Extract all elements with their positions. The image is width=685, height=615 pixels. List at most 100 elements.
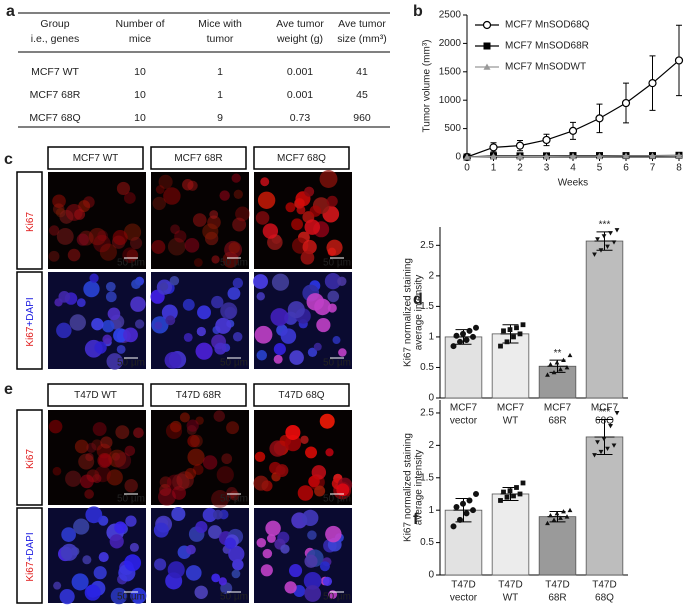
x-tick-label: 5 xyxy=(597,163,603,174)
table-cell: 960 xyxy=(353,112,371,124)
cell xyxy=(209,210,219,219)
cell xyxy=(255,211,270,225)
table-header: Mice with xyxy=(198,18,242,30)
cell xyxy=(172,473,190,491)
marker xyxy=(648,79,657,88)
marker xyxy=(466,497,473,504)
cell xyxy=(86,469,100,483)
error-bar xyxy=(500,487,521,501)
x-tick-label: 68Q xyxy=(595,593,614,604)
cell xyxy=(326,239,343,256)
bar xyxy=(585,436,624,576)
row-label-part: Ki67 xyxy=(25,326,36,346)
cell xyxy=(325,448,334,457)
marker xyxy=(490,152,497,160)
x-tick-label: MCF7 xyxy=(544,403,572,414)
marker xyxy=(473,490,480,497)
column-header-box xyxy=(253,383,350,407)
cell xyxy=(304,186,315,197)
cell xyxy=(169,275,180,286)
cell xyxy=(195,342,213,360)
y-axis-label: Tumor volume (mm³) xyxy=(422,40,433,133)
cell xyxy=(84,584,101,601)
marker xyxy=(516,152,524,160)
cell xyxy=(84,489,94,499)
scale-bar-label: 50 µm xyxy=(220,358,248,369)
cell xyxy=(302,239,317,255)
error-bar xyxy=(594,418,615,455)
y-tick-label: 1 xyxy=(428,332,434,343)
marker xyxy=(598,248,604,253)
cell xyxy=(184,238,200,253)
cell xyxy=(124,554,142,572)
cell xyxy=(322,576,333,587)
marker xyxy=(498,343,503,349)
x-tick-label: T47D xyxy=(451,580,475,591)
marker xyxy=(501,489,506,495)
marker xyxy=(598,449,604,455)
cell xyxy=(197,305,211,320)
cell xyxy=(85,452,94,462)
cell xyxy=(266,534,276,543)
cell xyxy=(305,446,318,459)
marker xyxy=(463,153,471,160)
row-label-box xyxy=(16,507,43,604)
cell xyxy=(232,217,247,232)
cell xyxy=(114,452,132,470)
cell xyxy=(287,301,305,319)
y-tick-label: 0 xyxy=(428,570,434,581)
cell xyxy=(194,585,208,599)
marker xyxy=(498,498,503,503)
x-tick-label: WT xyxy=(503,416,519,427)
cell xyxy=(193,258,203,267)
cell xyxy=(112,229,128,246)
marker xyxy=(514,485,519,490)
cell xyxy=(172,486,186,500)
cell xyxy=(58,291,71,303)
cell xyxy=(289,350,304,365)
column-header-box xyxy=(253,146,350,170)
marker xyxy=(543,152,550,160)
column-header: MCF7 68R xyxy=(174,153,222,164)
table-header: size (mm³) xyxy=(337,33,387,45)
cell xyxy=(135,319,145,329)
scale-bar-label: 50 µm xyxy=(220,494,248,505)
scale-bar-label: 50 µm xyxy=(117,592,145,603)
cell xyxy=(226,421,240,435)
marker xyxy=(483,63,491,70)
marker xyxy=(457,338,464,345)
bar xyxy=(538,516,577,576)
y-tick-label: 0 xyxy=(455,152,461,163)
cell xyxy=(71,573,89,591)
row-label-part: Ki67 xyxy=(25,561,36,581)
cell xyxy=(74,439,89,454)
cell xyxy=(124,478,138,493)
cell xyxy=(133,427,144,439)
cell xyxy=(65,203,83,221)
cell xyxy=(116,345,126,354)
x-tick-label: T47D xyxy=(545,580,569,591)
cell xyxy=(102,334,112,345)
bar xyxy=(585,240,624,399)
cell xyxy=(307,347,318,357)
cell xyxy=(131,279,141,290)
y-tick-label: 500 xyxy=(444,123,461,134)
marker xyxy=(567,507,573,513)
legend-label: MCF7 MnSODWT xyxy=(505,62,586,73)
scale-bar-label: 50 µm xyxy=(220,258,248,269)
cell xyxy=(202,455,218,470)
cell xyxy=(232,277,244,289)
marker xyxy=(504,339,510,345)
cell xyxy=(212,509,223,520)
x-tick-label: 2 xyxy=(517,163,523,174)
scale-bar-label: 50 µm xyxy=(117,358,145,369)
marker xyxy=(520,322,526,328)
cell xyxy=(190,434,203,448)
cell xyxy=(115,425,130,440)
marker xyxy=(515,141,525,150)
y-tick-label: 1.5 xyxy=(420,301,434,312)
row-label-box xyxy=(16,171,43,270)
cell xyxy=(80,474,94,489)
marker xyxy=(450,523,457,530)
marker xyxy=(453,332,460,339)
